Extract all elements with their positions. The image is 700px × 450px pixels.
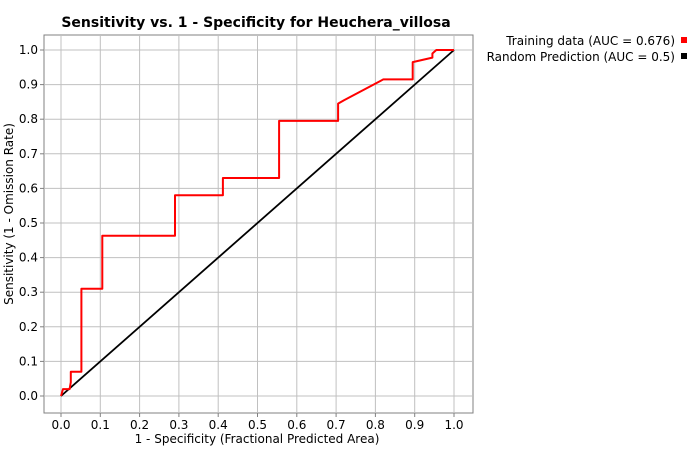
plot-area (43, 34, 474, 414)
x-tick-label: 0.8 (366, 418, 385, 432)
y-axis-label: Sensitivity (1 - Omission Rate) (2, 123, 16, 305)
legend: Training data (AUC = 0.676) Random Predic… (487, 34, 687, 64)
series-lines (60, 49, 455, 397)
chart-title: Sensitivity vs. 1 - Specificity for Heuc… (61, 15, 450, 31)
y-tick-label: 0.2 (19, 320, 38, 334)
legend-entry-label: Random Prediction (AUC = 0.5) (487, 50, 675, 64)
y-tick-label: 0.6 (19, 181, 38, 195)
x-tick-label: 0.1 (91, 418, 110, 432)
axis-ticks: 0.0 0.1 0.2 0.3 0.4 0.5 0.6 0.7 0.8 0.9 1.0 0.0 0.1 0… (19, 43, 464, 432)
x-tick-label: 0.3 (169, 418, 188, 432)
x-tick-label: 0.0 (51, 418, 70, 432)
legend-swatch (681, 37, 687, 43)
x-tick-label: 1.0 (444, 418, 463, 432)
series-line-0 (60, 49, 454, 397)
x-tick-label: 0.5 (248, 418, 267, 432)
y-tick-label: 0.7 (19, 147, 38, 161)
legend-swatch (681, 53, 687, 59)
y-tick-label: 1.0 (19, 43, 38, 57)
x-tick-label: 0.7 (327, 418, 346, 432)
x-tick-label: 0.4 (209, 418, 228, 432)
y-tick-label: 0.5 (19, 216, 38, 230)
x-tick-label: 0.2 (130, 418, 149, 432)
y-tick-label: 0.8 (19, 112, 38, 126)
series-line-1 (60, 49, 455, 397)
legend-entry-label: Training data (AUC = 0.676) (505, 34, 675, 48)
y-tick-label: 0.3 (19, 285, 38, 299)
x-tick-label: 0.9 (405, 418, 424, 432)
y-tick-label: 0.0 (19, 389, 38, 403)
x-tick-label: 0.6 (287, 418, 306, 432)
x-axis-label: 1 - Specificity (Fractional Predicted Ar… (135, 432, 380, 446)
grid (45, 36, 472, 413)
y-tick-label: 0.1 (19, 354, 38, 368)
y-tick-label: 0.4 (19, 251, 38, 265)
y-tick-label: 0.9 (19, 78, 38, 92)
